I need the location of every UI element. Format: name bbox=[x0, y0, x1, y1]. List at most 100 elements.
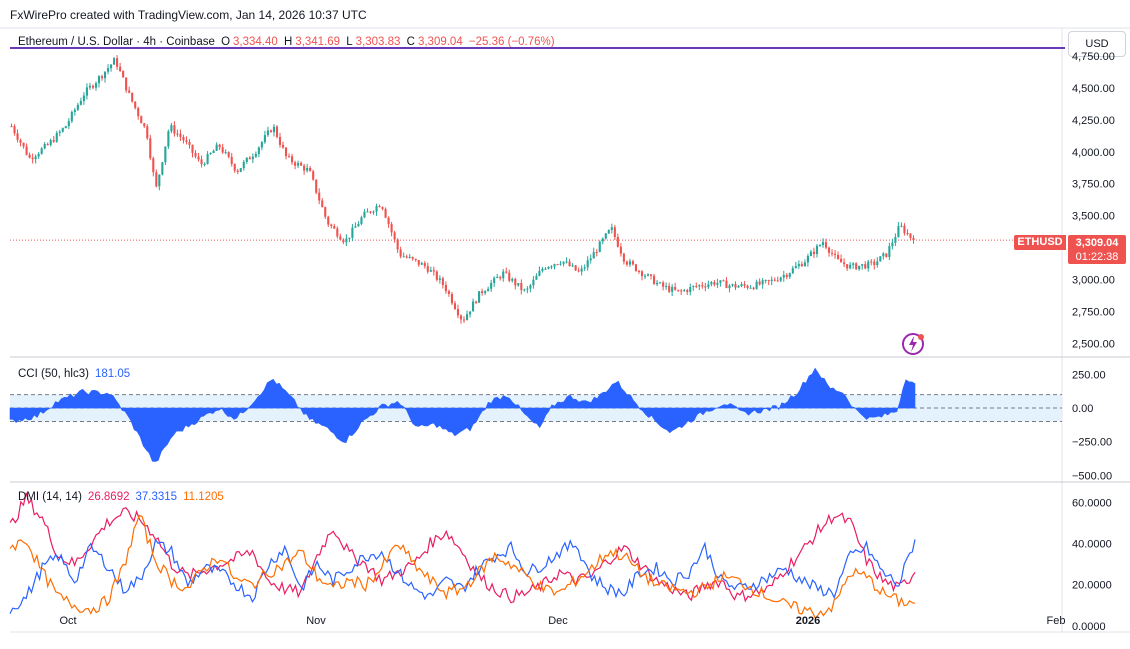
candle-body bbox=[514, 278, 517, 286]
candle-body bbox=[55, 132, 58, 142]
candle-body bbox=[227, 152, 230, 157]
candle-body bbox=[70, 111, 73, 122]
candle-body bbox=[215, 144, 218, 151]
candle-body bbox=[450, 293, 453, 304]
candle-body bbox=[478, 291, 481, 303]
candle-body bbox=[97, 76, 101, 84]
candle-body bbox=[731, 284, 734, 286]
candle-body bbox=[616, 237, 619, 247]
tradingview-spark-icon[interactable] bbox=[899, 330, 927, 358]
candle-body bbox=[125, 77, 128, 91]
candle-body bbox=[459, 315, 463, 320]
candle-body bbox=[22, 142, 25, 147]
currency-button[interactable]: USD bbox=[1068, 31, 1126, 57]
candle-body bbox=[487, 288, 490, 292]
dmi-tick-label: 20.0000 bbox=[1072, 580, 1112, 592]
open-label: O bbox=[221, 36, 231, 48]
candle-body bbox=[758, 281, 761, 285]
candle-body bbox=[586, 260, 589, 268]
candle-body bbox=[755, 281, 758, 289]
candle-body bbox=[864, 264, 867, 269]
candle-body bbox=[725, 280, 728, 289]
candle-body bbox=[583, 267, 586, 269]
candle-body bbox=[882, 253, 885, 257]
candle-body bbox=[170, 125, 173, 132]
candle-body bbox=[764, 280, 767, 282]
cci-tick-label: −500.00 bbox=[1072, 470, 1112, 482]
candle-body bbox=[734, 284, 737, 288]
candle-body bbox=[634, 264, 638, 271]
candle-body bbox=[303, 165, 306, 171]
candle-body bbox=[131, 92, 134, 102]
price-tick-label: 3,750.00 bbox=[1072, 179, 1115, 191]
dmi-label[interactable]: DMI (14, 14) bbox=[18, 491, 82, 503]
candle-body bbox=[568, 261, 571, 267]
candle-body bbox=[855, 263, 858, 270]
dmi-plus-value: 26.8692 bbox=[87, 491, 130, 503]
candle-body bbox=[701, 285, 704, 287]
candle-body bbox=[456, 309, 460, 316]
candle-body bbox=[511, 278, 514, 281]
candle-body bbox=[269, 130, 272, 133]
candle-body bbox=[423, 263, 426, 267]
candle-body bbox=[619, 246, 622, 254]
candle-body bbox=[490, 282, 493, 289]
candle-body bbox=[689, 286, 692, 293]
candle-body bbox=[505, 271, 508, 273]
candle-body bbox=[25, 146, 28, 155]
candle-body bbox=[110, 64, 113, 69]
candle-body bbox=[221, 147, 224, 153]
candle-body bbox=[535, 275, 538, 280]
candle-body bbox=[402, 256, 405, 258]
candle-body bbox=[553, 264, 556, 267]
cci-area bbox=[9, 367, 916, 462]
candle-body bbox=[821, 242, 825, 246]
candle-body bbox=[76, 104, 79, 110]
candle-body bbox=[113, 58, 116, 65]
candle-body bbox=[381, 207, 384, 209]
candle-body bbox=[592, 252, 595, 259]
candle-body bbox=[646, 274, 650, 276]
candle-body bbox=[852, 263, 855, 265]
candle-body bbox=[447, 291, 450, 294]
candle-body bbox=[671, 287, 674, 292]
candle-body bbox=[251, 156, 254, 160]
change-value: −25.36 (−0.76%) bbox=[468, 36, 555, 48]
candle-body bbox=[601, 238, 604, 242]
candle-body bbox=[746, 285, 749, 288]
candle-body bbox=[873, 261, 876, 266]
candle-body bbox=[523, 289, 526, 291]
candle-body bbox=[779, 277, 782, 281]
dmi-series-line bbox=[9, 538, 916, 614]
candle-body bbox=[879, 256, 882, 262]
candle-body bbox=[713, 282, 716, 285]
candle-body bbox=[668, 286, 671, 292]
candle-body bbox=[191, 144, 194, 154]
candle-body bbox=[441, 278, 444, 285]
candle-body bbox=[556, 264, 559, 266]
candle-body bbox=[496, 277, 499, 279]
candle-body bbox=[321, 200, 324, 208]
candle-body bbox=[324, 207, 327, 217]
candle-body bbox=[248, 157, 251, 160]
candle-body bbox=[360, 217, 363, 224]
candle-body bbox=[577, 270, 580, 272]
candle-body bbox=[294, 162, 297, 166]
candle-body bbox=[411, 256, 414, 259]
candle-body bbox=[438, 278, 441, 280]
candle-body bbox=[426, 266, 429, 272]
dmi-series-line bbox=[9, 514, 916, 620]
cci-label[interactable]: CCI (50, hlc3) bbox=[18, 368, 89, 380]
candle-body bbox=[342, 239, 345, 243]
candle-body bbox=[128, 90, 131, 93]
candle-body bbox=[888, 246, 891, 257]
symbol-description[interactable]: Ethereum / U.S. Dollar · 4h · Coinbase bbox=[18, 36, 215, 48]
candle-body bbox=[61, 128, 64, 132]
candle-body bbox=[885, 253, 888, 257]
candle-body bbox=[797, 264, 800, 267]
candle-body bbox=[372, 211, 375, 213]
candle-body bbox=[683, 290, 686, 292]
candle-body bbox=[894, 237, 897, 243]
candle-body bbox=[475, 301, 478, 303]
